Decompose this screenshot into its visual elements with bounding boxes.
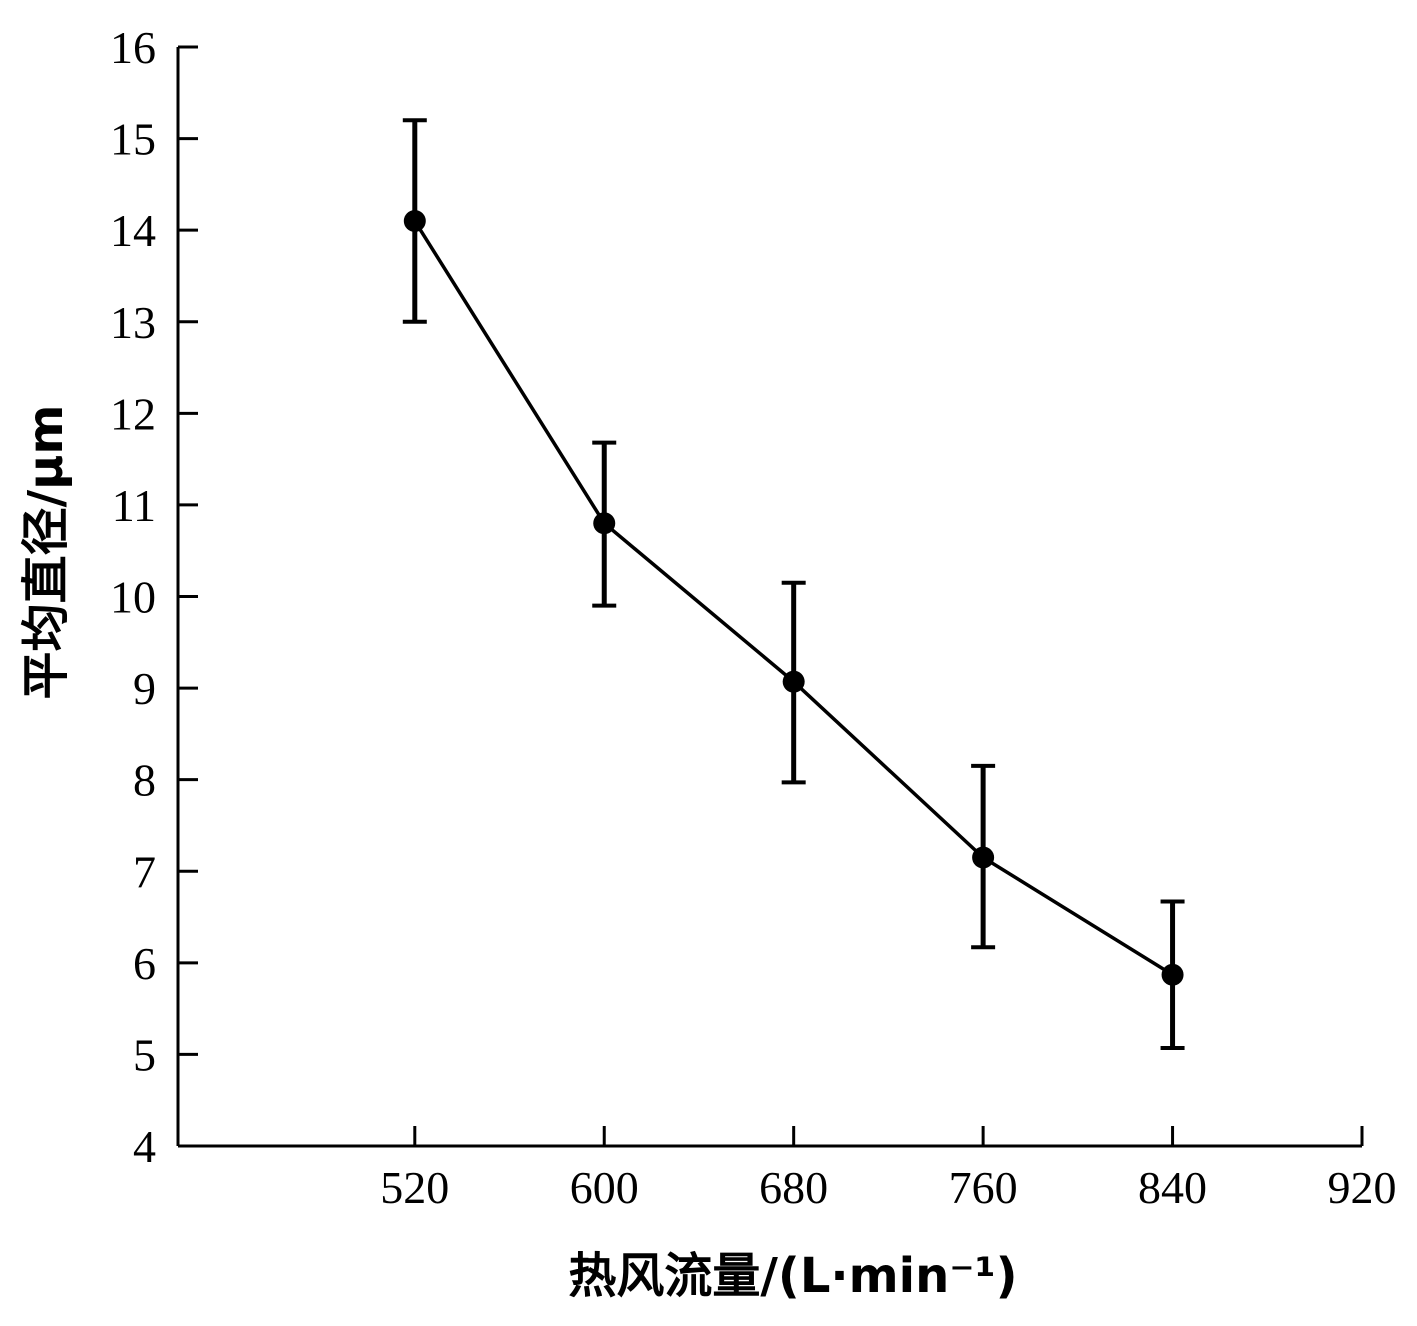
- x-axis-title: 热风流量/(L·min⁻¹): [568, 1248, 1017, 1304]
- y-tick-label: 13: [110, 297, 156, 348]
- data-point: [972, 846, 995, 869]
- x-tick-label: 680: [759, 1162, 828, 1213]
- y-tick-label: 15: [110, 114, 156, 165]
- x-tick-label: 600: [570, 1162, 639, 1213]
- axes: [176, 47, 1362, 1148]
- data-point: [593, 512, 616, 535]
- x-tick-label: 760: [949, 1162, 1018, 1213]
- y-tick-label: 9: [133, 663, 156, 714]
- y-tick-label: 7: [133, 846, 156, 897]
- y-axis-ticks: 4 5 6 7 8 9 10 11 12 13 14 15 16: [110, 22, 198, 1172]
- series-layer: [402, 118, 1185, 1051]
- y-tick-label: 14: [110, 205, 156, 256]
- x-tick-label: 520: [380, 1162, 449, 1213]
- y-tick-label: 8: [133, 755, 156, 806]
- data-point: [403, 210, 426, 233]
- y-tick-label: 11: [112, 480, 156, 531]
- y-tick-label: 6: [133, 938, 156, 989]
- data-point: [1161, 963, 1184, 986]
- y-tick-label: 16: [110, 22, 156, 73]
- x-tick-label: 920: [1328, 1162, 1397, 1213]
- y-tick-label: 12: [110, 388, 156, 439]
- y-tick-label: 5: [133, 1029, 156, 1080]
- y-tick-label: 10: [110, 572, 156, 623]
- x-tick-label: 840: [1138, 1162, 1207, 1213]
- data-point: [782, 670, 805, 693]
- y-tick-label: 4: [133, 1121, 156, 1172]
- y-axis-title: 平均直径/μm: [18, 405, 74, 700]
- x-axis-ticks: 520 600 680 760 840 920: [380, 1126, 1397, 1213]
